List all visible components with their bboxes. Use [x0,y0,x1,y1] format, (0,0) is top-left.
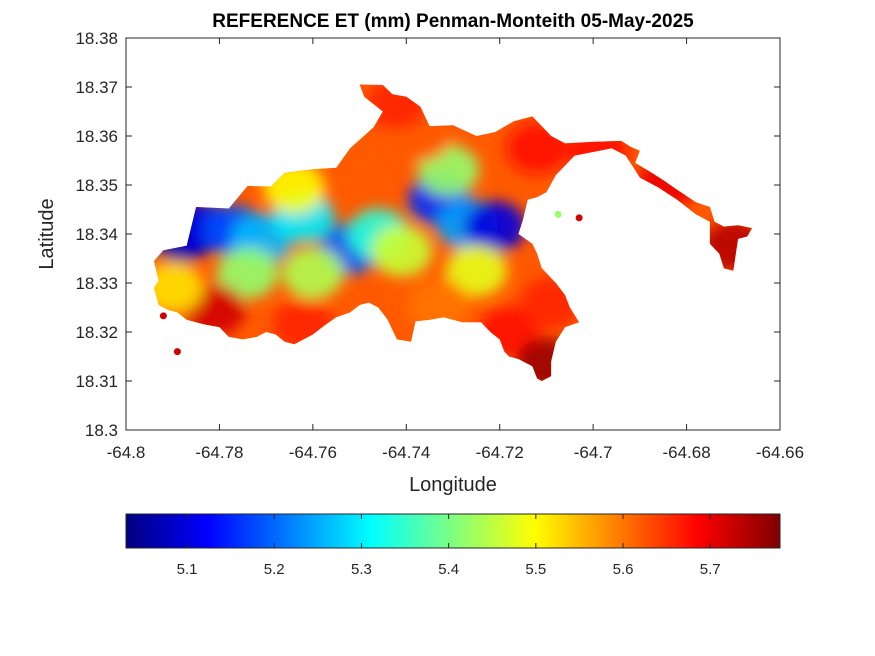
x-tick-label: -64.76 [289,443,337,462]
colorbar-tick-label: 5.6 [613,561,634,578]
chart-title: REFERENCE ET (mm) Penman-Monteith 05-May… [212,11,694,32]
islet-mark [575,214,583,222]
y-axis-ticks: 18.3 18.31 18.32 18.33 18.34 18.35 18.36 18.37 1… [75,29,780,440]
et-field-blob [370,225,433,277]
colorbar-tick-label: 5.5 [525,561,546,578]
x-tick-label: -64.8 [107,443,146,462]
et-field-blob [282,247,344,299]
x-tick-label: -64.72 [476,443,524,462]
x-tick-label: -64.66 [756,443,804,462]
colorbar-ticks: 5.1 5.2 5.3 5.4 5.5 5.6 5.7 [177,514,721,578]
et-field-blob [464,200,526,253]
x-tick-label: -64.74 [382,443,430,462]
et-field-blob [216,247,279,299]
x-tick-label: -64.78 [195,443,243,462]
x-tick-label: -64.68 [662,443,710,462]
y-tick-label: 18.37 [75,78,118,97]
x-tick-label: -64.7 [574,443,613,462]
y-tick-label: 18.32 [75,323,118,342]
islet-mark [554,210,562,218]
y-tick-label: 18.36 [75,127,118,146]
islets-layer [159,210,583,356]
y-tick-label: 18.35 [75,176,118,195]
colorbar-tick-label: 5.7 [700,561,721,578]
et-field-blob [408,279,470,331]
y-tick-label: 18.34 [75,225,118,244]
y-tick-label: 18.33 [75,274,118,293]
x-axis-ticks: -64.8 -64.78 -64.76 -64.74 -64.72 -64.7 -64.68… [107,38,804,462]
x-axis-label: Longitude [409,474,497,496]
y-tick-label: 18.31 [75,372,118,391]
colorbar-tick-label: 5.2 [264,561,285,578]
y-tick-label: 18.38 [75,29,118,48]
colorbar [125,513,781,549]
y-axis-label: Latitude [36,198,58,269]
y-tick-label: 18.3 [85,421,118,440]
islet-mark [173,348,181,356]
islet-mark [159,312,167,320]
colorbar-tick-label: 5.1 [177,561,198,578]
et-field-blob [445,245,508,297]
colorbar-tick-label: 5.4 [438,561,459,578]
colorbar-tick-label: 5.3 [351,561,372,578]
